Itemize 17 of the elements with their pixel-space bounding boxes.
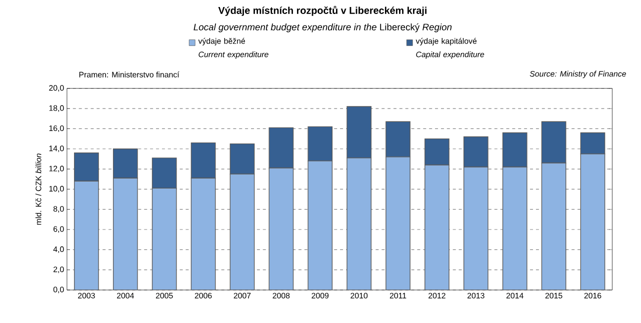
bar	[308, 161, 332, 290]
bar	[580, 154, 606, 290]
bar	[152, 158, 177, 189]
bar	[386, 157, 410, 290]
bar	[230, 174, 254, 290]
bar	[152, 188, 176, 290]
bar	[74, 181, 99, 290]
bar	[424, 165, 450, 290]
bar	[502, 167, 527, 290]
bar	[113, 178, 138, 290]
chart-subtitle: Local government budget expenditure in the Liberecký Region	[194, 23, 452, 32]
chart-title: Výdaje místních rozpočtů v Libereckém kraji	[218, 6, 426, 16]
bar	[542, 163, 566, 290]
bar	[269, 168, 294, 290]
bar	[346, 158, 372, 290]
bar	[191, 178, 216, 290]
bar	[464, 167, 488, 290]
